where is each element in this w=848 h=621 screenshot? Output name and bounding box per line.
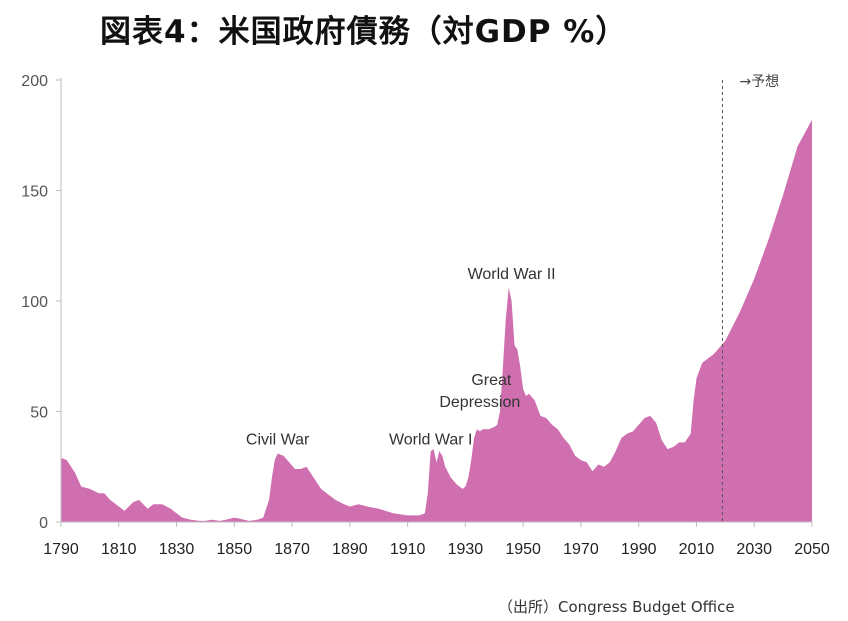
x-tick-label: 1950 [505, 541, 541, 558]
y-tick-label: 150 [21, 184, 48, 201]
event-annotation: World War I [389, 432, 473, 449]
x-tick-label: 1830 [159, 541, 195, 558]
x-tick-label: 2030 [736, 541, 772, 558]
x-tick-label: 1970 [563, 541, 599, 558]
x-tick-label: 1930 [448, 541, 484, 558]
event-annotation: World War II [468, 266, 556, 283]
x-tick-label: 1850 [217, 541, 253, 558]
x-tick-label: 2010 [679, 541, 715, 558]
event-annotation: Civil War [246, 432, 310, 449]
x-tick-label: 2050 [794, 541, 830, 558]
x-tick-label: 1870 [274, 541, 310, 558]
x-tick-label: 1990 [621, 541, 657, 558]
y-tick-label: 0 [39, 515, 48, 532]
forecast-label: →予想 [739, 74, 779, 90]
x-tick-label: 1790 [43, 541, 79, 558]
event-annotation: Great [471, 372, 512, 389]
source-note: （出所）Congress Budget Office [498, 598, 735, 616]
y-tick-label: 200 [21, 73, 48, 90]
x-tick-label: 1810 [101, 541, 137, 558]
y-tick-label: 100 [21, 294, 48, 311]
event-annotation: Depression [439, 394, 520, 411]
y-tick-label: 50 [30, 405, 48, 422]
chart-title: 図表4：米国政府債務（対GDP %） [100, 14, 628, 50]
debt-area-series [61, 119, 812, 523]
x-tick-label: 1890 [332, 541, 368, 558]
x-tick-label: 1910 [390, 541, 426, 558]
